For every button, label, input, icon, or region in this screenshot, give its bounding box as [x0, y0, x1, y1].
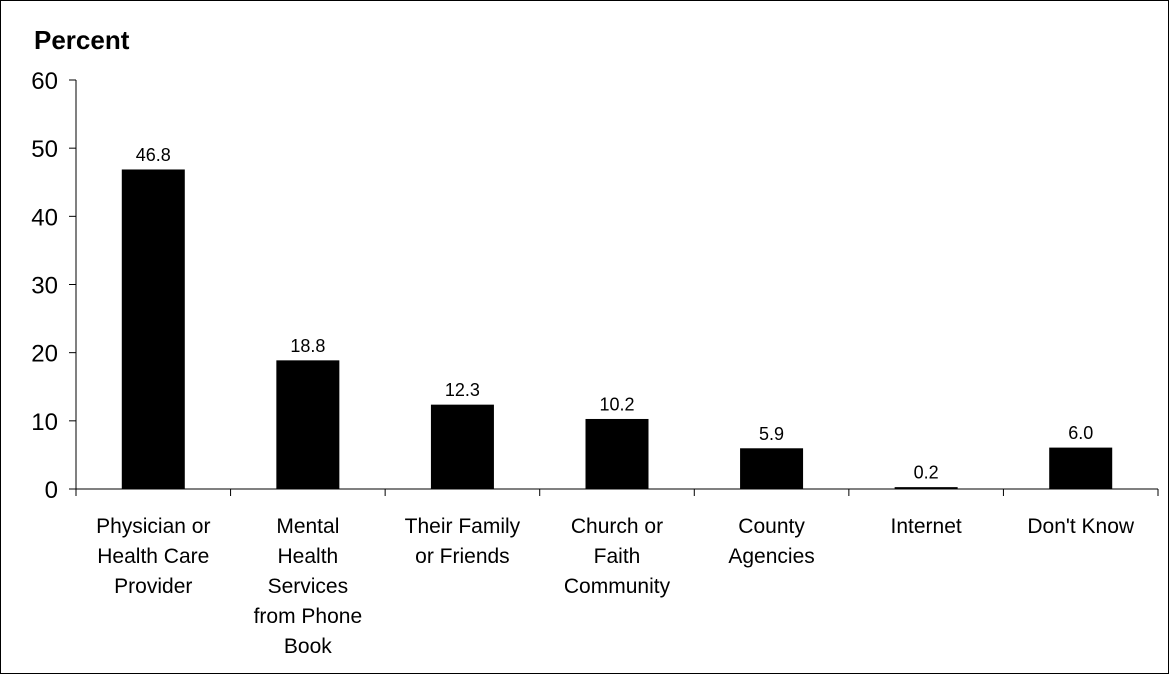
x-tick-label-line: Health [278, 545, 339, 568]
data-label: 18.8 [290, 336, 325, 356]
x-axis [75, 488, 1159, 496]
x-tick-label: Mental Health Services from Phone Book [254, 515, 363, 658]
x-tick-label-line: Church or [571, 515, 663, 538]
x-tick-label-line: Community [564, 575, 671, 598]
bar [894, 487, 958, 490]
y-axis-label: Percent [34, 25, 130, 55]
x-tick-label-line: Physician or [96, 515, 210, 538]
x-tick-label: Their Family or Friends [405, 515, 521, 568]
y-tick-label: 50 [31, 136, 58, 163]
x-tick-label-line: Faith [594, 545, 641, 568]
data-label: 10.2 [599, 394, 634, 414]
bar [276, 360, 340, 490]
x-tick-label: Internet [891, 515, 962, 538]
x-tick-label-line: from Phone [254, 605, 363, 628]
x-tick-labels: Physician or Health Care Provider Mental Hea… [96, 515, 1135, 658]
y-tick-label: 20 [31, 341, 58, 368]
data-label: 12.3 [445, 380, 480, 400]
x-tick-label-line: Services [268, 575, 349, 598]
x-tick-label: Church or Faith Community [564, 515, 671, 598]
y-tick-label: 0 [45, 477, 58, 504]
x-tick-label-line: Provider [114, 575, 192, 598]
x-tick-label-line: Book [284, 635, 332, 658]
x-tick-label: Physician or Health Care Provider [96, 515, 210, 598]
x-tick-label-line: County [738, 515, 805, 538]
data-labels: 46.8 18.8 12.3 10.2 5.9 0.2 6.0 [136, 145, 1093, 483]
x-tick-label-line: Don't Know [1027, 515, 1135, 538]
x-tick-label: County Agencies [728, 515, 814, 568]
data-label: 6.0 [1068, 423, 1093, 443]
bars [121, 169, 1113, 490]
bar [740, 448, 804, 490]
bar [1049, 447, 1113, 490]
y-tick-label: 40 [31, 204, 58, 231]
x-tick-label-line: or Friends [415, 545, 510, 568]
data-label: 5.9 [759, 424, 784, 444]
y-tick-label: 30 [31, 273, 58, 300]
x-tick-label: Don't Know [1027, 515, 1135, 538]
x-tick-label-line: Health Care [97, 545, 209, 568]
bar [585, 418, 649, 490]
x-tick-label-line: Mental [276, 515, 339, 538]
data-label: 46.8 [136, 145, 171, 165]
x-tick-label-line: Agencies [728, 545, 814, 568]
y-axis: 0 10 20 30 40 50 60 [31, 68, 77, 504]
y-tick-label: 60 [31, 68, 58, 95]
data-label: 0.2 [914, 463, 939, 483]
x-tick-label-line: Internet [891, 515, 962, 538]
x-tick-label-line: Their Family [405, 515, 521, 538]
bar [121, 169, 185, 490]
y-tick-label: 10 [31, 409, 58, 436]
bar [430, 404, 494, 490]
